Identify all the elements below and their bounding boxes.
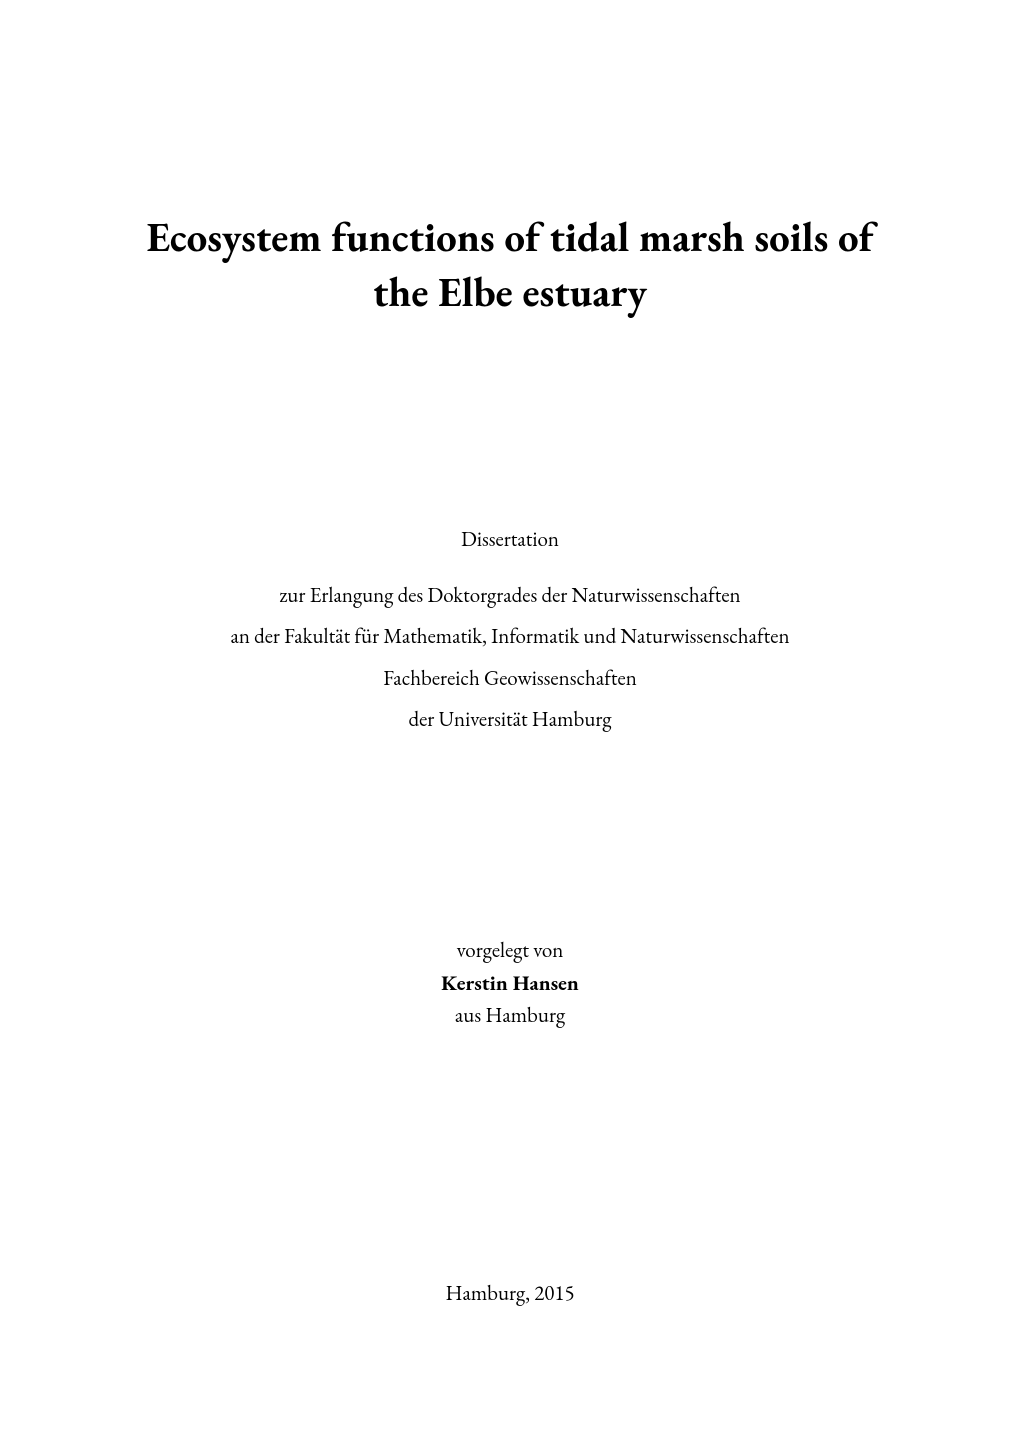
footer-block: Hamburg, 2015 [0, 1280, 1020, 1307]
title-line-1: Ecosystem functions of tidal marsh soils… [147, 211, 874, 264]
dissertation-line-4: der Universität Hamburg [0, 704, 1020, 736]
dissertation-block: Dissertation zur Erlangung des Doktorgra… [0, 524, 1020, 736]
author-from-label: aus Hamburg [0, 1000, 1020, 1033]
dissertation-label: Dissertation [0, 524, 1020, 556]
title-page: Ecosystem functions of tidal marsh soils… [0, 0, 1020, 1442]
place-year: Hamburg, 2015 [0, 1280, 1020, 1307]
dissertation-line-2: an der Fakultät für Mathematik, Informat… [0, 621, 1020, 653]
dissertation-line-3: Fachbereich Geowissenschaften [0, 663, 1020, 695]
title-line-2: the Elbe estuary [373, 266, 647, 319]
dissertation-line-1: zur Erlangung des Doktorgrades der Natur… [0, 580, 1020, 612]
author-name: Kerstin Hansen [0, 968, 1020, 1001]
submitted-by-label: vorgelegt von [0, 935, 1020, 968]
thesis-title: Ecosystem functions of tidal marsh soils… [0, 210, 1020, 321]
title-block: Ecosystem functions of tidal marsh soils… [0, 210, 1020, 321]
author-block: vorgelegt von Kerstin Hansen aus Hamburg [0, 935, 1020, 1033]
